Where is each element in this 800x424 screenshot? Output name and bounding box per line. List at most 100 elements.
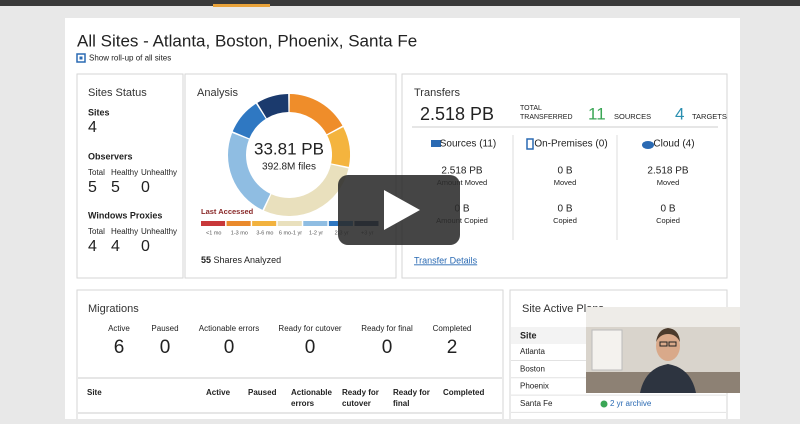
stat-value: 2	[447, 337, 458, 358]
checkbox[interactable]	[76, 53, 86, 63]
stat-label: Completed	[433, 324, 472, 333]
check-icon	[600, 400, 608, 408]
site-row: Atlanta	[520, 347, 545, 356]
stat-value: 0	[141, 238, 150, 255]
stat-value: 4	[88, 238, 97, 255]
analysis-total: 33.81 PB	[254, 139, 324, 158]
donut-segment	[228, 132, 271, 210]
legend-label: 3-6 mo	[256, 230, 273, 236]
analysis-files: 392.8M files	[262, 162, 316, 173]
rollup-label[interactable]: Show roll-up of all sites	[89, 54, 171, 63]
top-bar	[0, 0, 800, 6]
card-title: Transfers	[414, 87, 461, 99]
stat-label: Paused	[151, 324, 178, 333]
donut-segment	[263, 164, 349, 216]
shirt	[640, 364, 696, 393]
active-tab	[213, 4, 270, 7]
stat-label: Healthy	[111, 168, 138, 177]
card-title: Sites Status	[88, 87, 147, 99]
stat-label: Ready for final	[361, 324, 413, 333]
column-title: On-Premises (0)	[534, 139, 607, 150]
glasses	[659, 341, 668, 347]
table-header: Ready for	[393, 388, 430, 397]
stat-label: Healthy	[111, 227, 138, 236]
table-header: errors	[291, 399, 315, 408]
moved-value: 2.518 PB	[441, 166, 482, 177]
site-row: Santa Fe	[520, 399, 553, 408]
stat-label: Actionable errors	[199, 324, 259, 333]
legend-label: 6 mo-1 yr	[279, 230, 302, 236]
face	[656, 331, 680, 361]
moved-label: Amount Moved	[437, 178, 487, 187]
page-title: All Sites - Atlanta, Boston, Phoenix, Sa…	[77, 31, 417, 50]
legend-swatch	[277, 221, 302, 226]
stat-value: 0	[305, 337, 316, 358]
stat-value: 5	[88, 179, 97, 196]
targets-label: TARGETS	[692, 112, 727, 121]
badge: 2 yr archive	[610, 399, 652, 408]
play-icon	[384, 190, 420, 230]
card-title: Analysis	[197, 87, 238, 99]
stat-value: 6	[114, 337, 125, 358]
table-header: Site	[520, 330, 537, 340]
window	[591, 329, 623, 371]
copied-value: 0 B	[557, 204, 572, 215]
stat-value: 0	[160, 337, 171, 358]
total-label: TOTAL	[520, 105, 542, 112]
legend-label: 1-2 yr	[309, 230, 323, 236]
card	[76, 73, 184, 279]
legend-swatch	[303, 221, 328, 226]
card	[401, 73, 728, 279]
site-row: Boston	[520, 364, 545, 373]
label: Windows Proxies	[88, 210, 162, 220]
stat-label: Total	[88, 168, 105, 177]
donut	[228, 94, 350, 216]
value: 4	[88, 119, 97, 136]
webcam	[586, 307, 740, 393]
hair	[656, 328, 680, 342]
table-header: Completed	[443, 388, 484, 397]
shares-label: Shares Analyzed	[214, 255, 282, 265]
stat-label: Ready for cutover	[278, 324, 341, 333]
transfer-total: 2.518 PB	[420, 104, 494, 124]
cloud-icon	[642, 141, 654, 149]
table-header: Paused	[248, 388, 277, 397]
copied-label: Copied	[656, 216, 680, 225]
legend-label: <1 mo	[206, 230, 221, 236]
donut-segment	[327, 127, 350, 167]
transfer-link[interactable]: Transfer Details	[414, 255, 478, 265]
copied-label: Copied	[553, 216, 577, 225]
targets-count: 4	[675, 104, 684, 123]
shares-count: 55	[201, 255, 211, 265]
table-header: Site	[87, 388, 102, 397]
folder-icon	[431, 140, 441, 147]
legend-label: 1-3 mo	[231, 230, 248, 236]
column-title: Sources (11)	[440, 139, 497, 150]
card-title: Site Active Plans	[522, 303, 604, 315]
checkbox-fill	[79, 56, 83, 60]
moved-label: Moved	[554, 178, 577, 187]
stat-label: Active	[108, 324, 130, 333]
stat-value: 0	[382, 337, 393, 358]
legend-title: Last Accessed	[201, 207, 254, 216]
stat-value: 0	[141, 179, 150, 196]
moved-value: 0 B	[557, 166, 572, 177]
shares: 55 Shares Analyzed	[201, 255, 281, 265]
ceiling	[586, 307, 740, 327]
column-title: Cloud (4)	[653, 139, 694, 150]
donut-segment	[289, 94, 343, 135]
card	[76, 289, 504, 424]
legend-swatch	[226, 221, 251, 226]
copied-value: 0 B	[454, 204, 469, 215]
label: Observers	[88, 151, 133, 161]
stat-label: Unhealthy	[141, 227, 177, 236]
stat-label: Total	[88, 227, 105, 236]
stat-label: Unhealthy	[141, 168, 177, 177]
building-icon	[526, 138, 534, 150]
copied-value: 0 B	[660, 204, 675, 215]
donut-segment	[232, 103, 266, 139]
stat-value: 5	[111, 179, 120, 196]
legend-swatch	[252, 221, 277, 226]
moved-value: 2.518 PB	[647, 166, 688, 177]
